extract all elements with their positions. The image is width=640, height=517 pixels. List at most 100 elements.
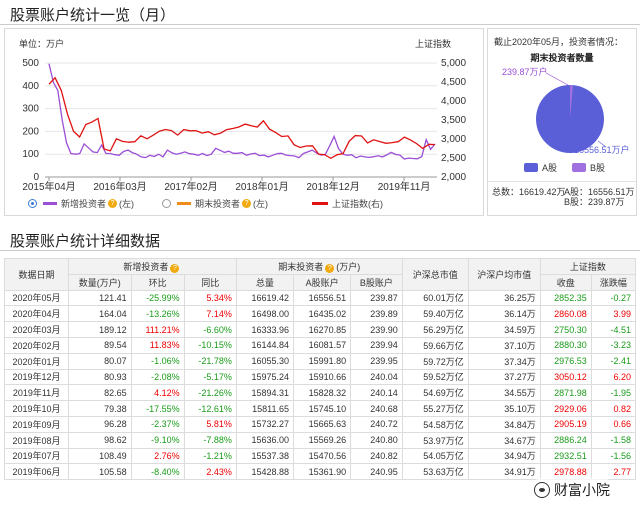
table-cell: 239.87 [350,289,403,307]
table-cell: 2019年08月 [4,431,69,449]
legend-end-tag: (左) [253,198,269,209]
question-icon[interactable]: ? [242,198,252,208]
col-group-index: 上证指数 [539,258,637,275]
x-tick-label: 2018年01月 [235,180,288,193]
ab-breakdown: A股：16556.51万 B股：239.87万 [564,187,635,207]
question-icon[interactable]: ? [170,263,180,273]
table-cell: 37.34万 [467,352,541,370]
legend-end-investors[interactable]: 期末投资者 ? (左) [162,196,268,210]
table-cell: 189.12 [68,321,132,338]
table-cell: 2.76% [130,447,185,465]
table-cell: -13.26% [130,305,185,323]
table-cell: 7.14% [183,305,237,323]
table-cell: 240.68 [350,400,403,417]
table-row: 2019年10月 79.38 -17.55% -12.61% 15811.65 15745… [4,400,637,417]
radio-selected-icon[interactable] [28,198,37,208]
table-cell: 2.77 [590,463,637,481]
table-cell: 239.90 [350,321,403,338]
table-cell: 80.07 [68,352,132,370]
x-tick-label: 2016年03月 [93,180,146,193]
table-cell: 98.62 [68,431,132,449]
table-cell: -10.15% [183,336,237,354]
b-share-total: B股：239.87万 [564,197,625,207]
legend-index-label: 上证指数 [332,198,369,209]
legend-new-investors[interactable]: 新增投资者 ? (左) [28,196,134,210]
series-new-investors-line [48,63,436,160]
col-group-new: 新增投资者? [68,258,237,275]
table-cell: 54.05万亿 [401,447,469,465]
table-cell: 2.43% [183,463,237,481]
col-group-end-label: 期末投资者 [278,261,324,272]
table-row: 2019年09月 96.28 -2.37% 5.81% 15732.27 15665.63… [4,415,637,433]
table-cell: 239.94 [350,336,403,354]
x-tick-label: 2017年02月 [164,180,217,193]
table-cell: 3050.12 [539,368,592,386]
pie-slice-b [570,85,574,119]
table-cell: -25.99% [130,289,185,307]
table-row: 2019年06月 105.58 -8.40% 2.43% 15428.88 15361.9… [4,463,637,481]
table-cell: 3.99 [590,305,637,323]
table-cell: 15975.24 [235,368,295,386]
title-divider [0,24,640,25]
right-axis-unit: 上证指数 [415,38,451,49]
table-cell: -21.26% [183,384,237,402]
table-cell: 2020年04月 [4,305,69,323]
table-cell: 56.29万亿 [401,321,469,338]
col-group-end: 期末投资者? (万户) [235,258,403,275]
table-cell: 2932.51 [539,447,592,465]
table-cell: -1.06% [130,352,185,370]
legend-new-label: 新增投资者 [61,198,107,209]
table-cell: 2019年06月 [4,463,69,481]
subcol-7: 涨跌幅 [590,273,637,291]
purple-line-icon [43,201,57,205]
table-cell: 11.83% [130,336,185,354]
left-axis-unit: 单位：万户 [19,38,64,49]
pie-legend-a: A股 [542,163,557,173]
subcol-4: A股账户 [292,273,352,291]
table-cell: 240.80 [350,431,403,449]
table-cell: 239.89 [350,305,403,323]
question-icon[interactable]: ? [108,198,118,208]
table-cell: -1.21% [183,447,237,465]
y-left-tick: 200 [22,126,39,137]
table-cell: -2.41 [590,352,637,370]
question-icon[interactable]: ? [325,263,335,273]
table-row: 2019年07月 108.49 2.76% -1.21% 15537.38 15470.5… [4,447,637,465]
table-cell: 15569.26 [292,431,352,449]
table-cell: 2871.98 [539,384,592,402]
table-cell: -17.55% [130,400,185,417]
table-cell: 82.65 [68,384,132,402]
table-row: 2020年01月 80.07 -1.06% -21.78% 16055.30 15991.… [4,352,637,370]
table-cell: -4.51 [590,321,637,338]
subcol-2: 同比 [183,273,237,291]
table-cell: 5.34% [183,289,237,307]
table-cell: -1.95 [590,384,637,402]
table-cell: 2019年10月 [4,400,69,417]
red-line-icon [312,201,328,205]
legend-index[interactable]: 上证指数 (右) [312,196,383,210]
series-index-line [48,76,436,160]
investor-pie-chart: 239.87万户 16556.51万户 A股 B股 [502,66,630,173]
table-row: 2019年11月 82.65 4.12% -21.26% 15894.31 15828.3… [4,384,637,402]
pie-label-b: 239.87万户 [502,66,548,77]
investor-chart-panel: 单位：万户 上证指数 0 100 200 300 400 500 2,000 2,500 3,0… [4,28,484,216]
table-cell: 15991.80 [292,352,352,370]
legend-index-tag: (右) [368,198,384,209]
table-cell: 59.66万亿 [401,336,469,354]
watermark-text: 财富小院 [554,482,610,498]
table-cell: 240.04 [350,368,403,386]
table-cell: 0.82 [590,400,637,417]
table-cell: 2019年09月 [4,415,69,433]
subcol-5: B股账户 [350,273,403,291]
wechat-icon [534,482,550,498]
table-cell: 15428.88 [235,463,295,481]
investor-line-chart: 单位：万户 上证指数 0 100 200 300 400 500 2,000 2,500 3,0… [19,38,466,193]
y-right-tick: 4,500 [441,77,466,88]
legend-new-tag: (左) [119,198,135,209]
table-row: 2020年03月 189.12 111.21% -6.60% 16333.96 16270… [4,321,637,338]
radio-icon[interactable] [162,198,171,208]
y-left-tick: 300 [22,104,39,115]
pie-label-a-leader [597,140,607,148]
table-cell: -2.08% [130,368,185,386]
table-cell: 54.58万亿 [401,415,469,433]
